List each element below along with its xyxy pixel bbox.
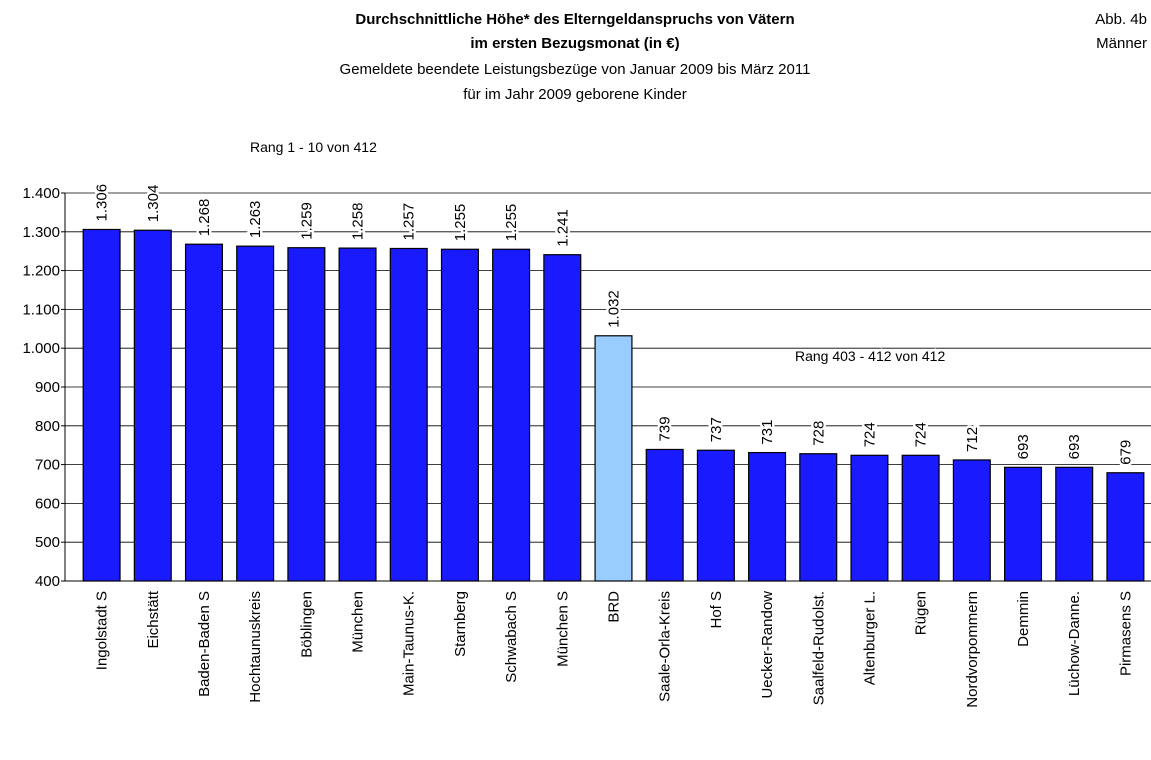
x-tick-label: Hochtaunuskreis bbox=[247, 591, 264, 703]
value-label: 724 bbox=[913, 422, 930, 447]
value-label: 728 bbox=[810, 421, 827, 446]
value-label: 1.263 bbox=[247, 201, 264, 239]
x-tick-label: Altenburger L. bbox=[861, 591, 878, 685]
x-tick-label: BRD bbox=[606, 591, 623, 623]
value-label: 1.258 bbox=[350, 203, 367, 241]
value-label: 1.304 bbox=[145, 185, 162, 223]
bar bbox=[799, 453, 838, 582]
value-label: 1.257 bbox=[401, 203, 418, 241]
x-tick-label: Main-Taunus-K. bbox=[401, 591, 418, 696]
figure-label: Abb. 4b bbox=[1095, 11, 1147, 28]
y-tick-label: 1.300 bbox=[22, 224, 60, 241]
bar bbox=[287, 247, 326, 582]
bar bbox=[696, 449, 735, 582]
chart-title: Durchschnittliche Höhe* des Elterngeldan… bbox=[355, 11, 794, 28]
bar bbox=[748, 451, 787, 582]
x-tick-label: Böblingen bbox=[298, 591, 315, 658]
chart-subtitle: für im Jahr 2009 geborene Kinder bbox=[463, 86, 686, 103]
value-label: 712 bbox=[964, 427, 981, 452]
x-tick-label: Ingolstadt S bbox=[94, 591, 111, 670]
y-tick-label: 500 bbox=[35, 534, 60, 551]
y-tick-label: 600 bbox=[35, 495, 60, 512]
x-tick-label: Pirmasens S bbox=[1117, 591, 1134, 676]
chart-title: im ersten Bezugsmonat (in €) bbox=[470, 35, 679, 52]
bar bbox=[236, 245, 275, 582]
value-label: 693 bbox=[1015, 434, 1032, 459]
bar bbox=[492, 248, 531, 582]
y-tick-label: 1.200 bbox=[22, 263, 60, 280]
annotation: Rang 403 - 412 von 412 bbox=[795, 348, 945, 364]
bar bbox=[440, 248, 479, 582]
value-label: 1.032 bbox=[606, 290, 623, 328]
y-tick-label: 1.100 bbox=[22, 301, 60, 318]
y-tick-label: 1.400 bbox=[22, 185, 60, 202]
value-label: 731 bbox=[759, 420, 776, 445]
x-tick-label: Rügen bbox=[913, 591, 930, 635]
value-label: 739 bbox=[657, 416, 674, 441]
x-tick-label: München bbox=[350, 591, 367, 653]
y-tick-label: 700 bbox=[35, 457, 60, 474]
x-tick-label: Lüchow-Danne. bbox=[1066, 591, 1083, 696]
bar bbox=[389, 247, 428, 582]
bar bbox=[594, 335, 633, 582]
y-tick-label: 1.000 bbox=[22, 340, 60, 357]
bar bbox=[184, 243, 224, 582]
x-tick-label: Saale-Orla-Kreis bbox=[657, 591, 674, 702]
y-tick-label: 800 bbox=[35, 418, 60, 435]
value-label: 1.255 bbox=[452, 204, 469, 242]
annotation: Rang 1 - 10 von 412 bbox=[250, 139, 377, 155]
value-label: 1.268 bbox=[196, 199, 213, 237]
value-label: 1.255 bbox=[503, 204, 520, 242]
bar bbox=[850, 454, 889, 582]
x-tick-label: Saalfeld-Rudolst. bbox=[810, 591, 827, 705]
value-label: 724 bbox=[861, 422, 878, 447]
x-tick-label: Uecker-Randow bbox=[759, 591, 776, 699]
x-tick-label: Nordvorpommern bbox=[964, 591, 981, 708]
bar bbox=[133, 229, 172, 582]
value-label: 693 bbox=[1066, 434, 1083, 459]
x-tick-label: Schwabach S bbox=[503, 591, 520, 683]
bar bbox=[82, 228, 121, 582]
x-tick-label: Hof S bbox=[708, 591, 725, 629]
bar bbox=[645, 448, 684, 582]
x-tick-label: Starnberg bbox=[452, 591, 469, 657]
value-label: 1.306 bbox=[94, 184, 111, 222]
bar bbox=[1106, 472, 1145, 582]
bar bbox=[952, 459, 991, 582]
x-tick-label: Eichstätt bbox=[145, 590, 162, 648]
value-label: 1.259 bbox=[298, 202, 315, 240]
value-label: 679 bbox=[1117, 440, 1134, 465]
value-label: 737 bbox=[708, 417, 725, 442]
bar bbox=[1003, 466, 1043, 582]
bar bbox=[338, 247, 377, 582]
x-tick-label: Baden-Baden S bbox=[196, 591, 213, 697]
value-label: 1.241 bbox=[554, 209, 571, 247]
y-tick-label: 400 bbox=[35, 573, 60, 590]
x-tick-label: München S bbox=[554, 591, 571, 667]
x-tick-label: Demmin bbox=[1015, 591, 1032, 647]
bar bbox=[543, 254, 582, 582]
bar bbox=[901, 454, 940, 582]
chart-subtitle: Gemeldete beendete Leistungsbezüge von J… bbox=[340, 61, 811, 78]
bar bbox=[1055, 466, 1094, 582]
figure-label: Männer bbox=[1096, 35, 1147, 52]
y-tick-label: 900 bbox=[35, 379, 60, 396]
